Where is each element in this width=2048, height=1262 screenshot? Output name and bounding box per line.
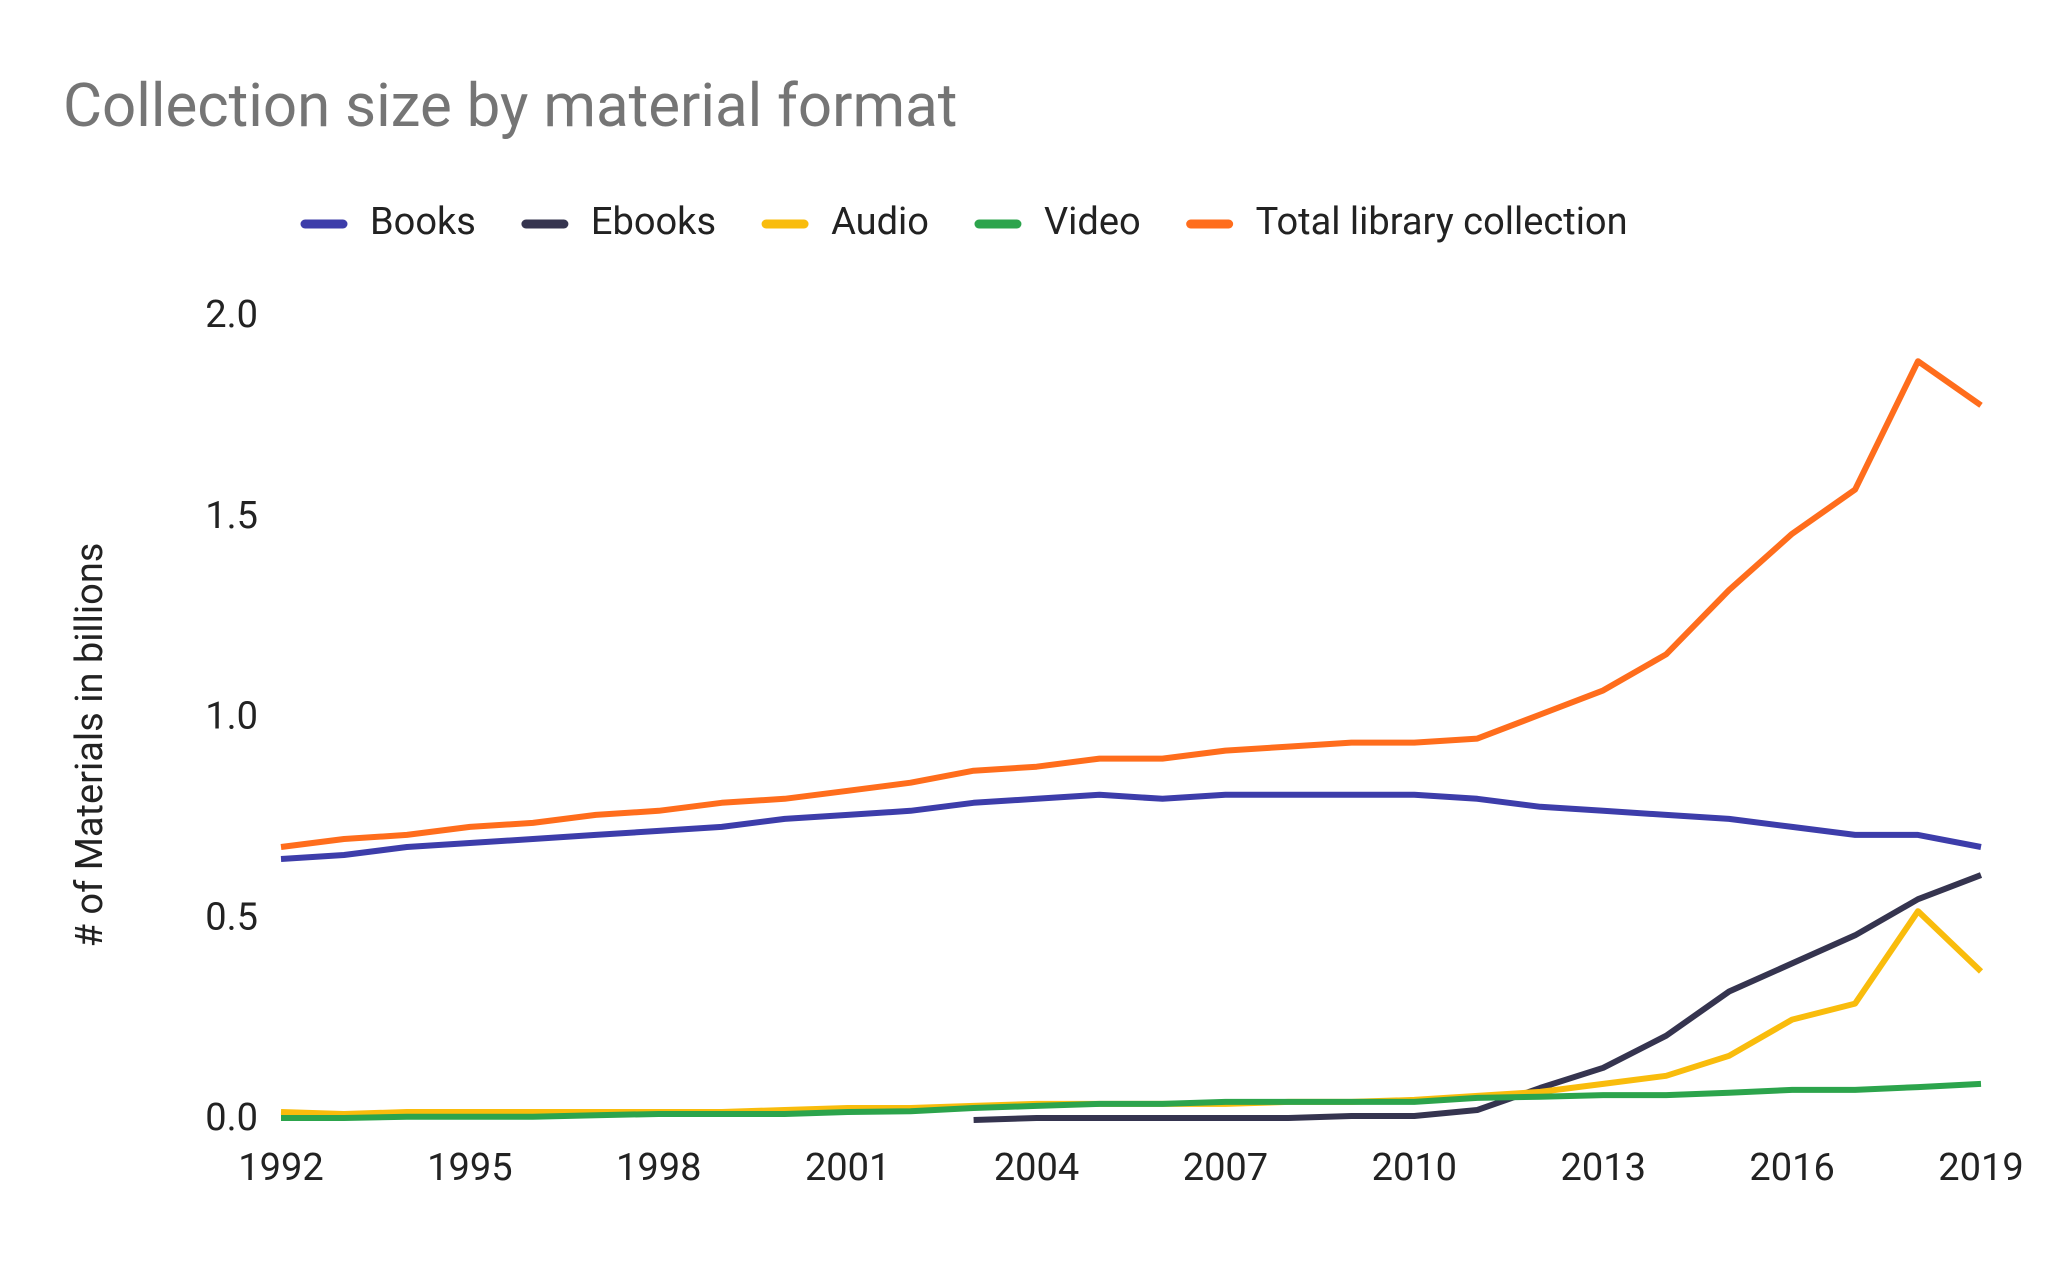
x-tick-label: 2019 <box>1938 1146 2023 1190</box>
legend-label: Ebooks <box>591 200 716 244</box>
series-line <box>281 1080 1982 1121</box>
legend-label: Audio <box>831 200 929 244</box>
x-tick-label: 2016 <box>1749 1146 1834 1190</box>
x-tick-label: 2010 <box>1372 1146 1457 1190</box>
x-tick-label: 1995 <box>427 1146 512 1190</box>
y-tick-label: 1.0 <box>205 695 258 739</box>
chart-title: Collection size by material format <box>63 70 957 141</box>
y-axis-title: # of Materials in billions <box>68 543 112 948</box>
series-line <box>280 791 1982 862</box>
series-line <box>280 908 1984 1117</box>
legend-label: Video <box>1044 200 1141 244</box>
x-tick-label: 2007 <box>1183 1146 1268 1190</box>
y-tick-label: 2.0 <box>205 293 258 337</box>
x-tick-label: 1998 <box>616 1146 701 1190</box>
x-tick-label: 2013 <box>1561 1146 1646 1190</box>
series-line <box>280 358 1983 850</box>
y-tick-label: 0.0 <box>205 1096 258 1140</box>
x-tick-label: 1992 <box>238 1146 323 1190</box>
legend-label: Total library collection <box>1256 200 1628 244</box>
legend-label: Books <box>370 200 476 244</box>
y-tick-label: 1.5 <box>205 494 258 538</box>
x-tick-label: 2004 <box>994 1146 1079 1190</box>
x-tick-label: 2001 <box>805 1146 890 1190</box>
y-tick-label: 0.5 <box>205 895 258 939</box>
series-line <box>973 872 1983 1123</box>
